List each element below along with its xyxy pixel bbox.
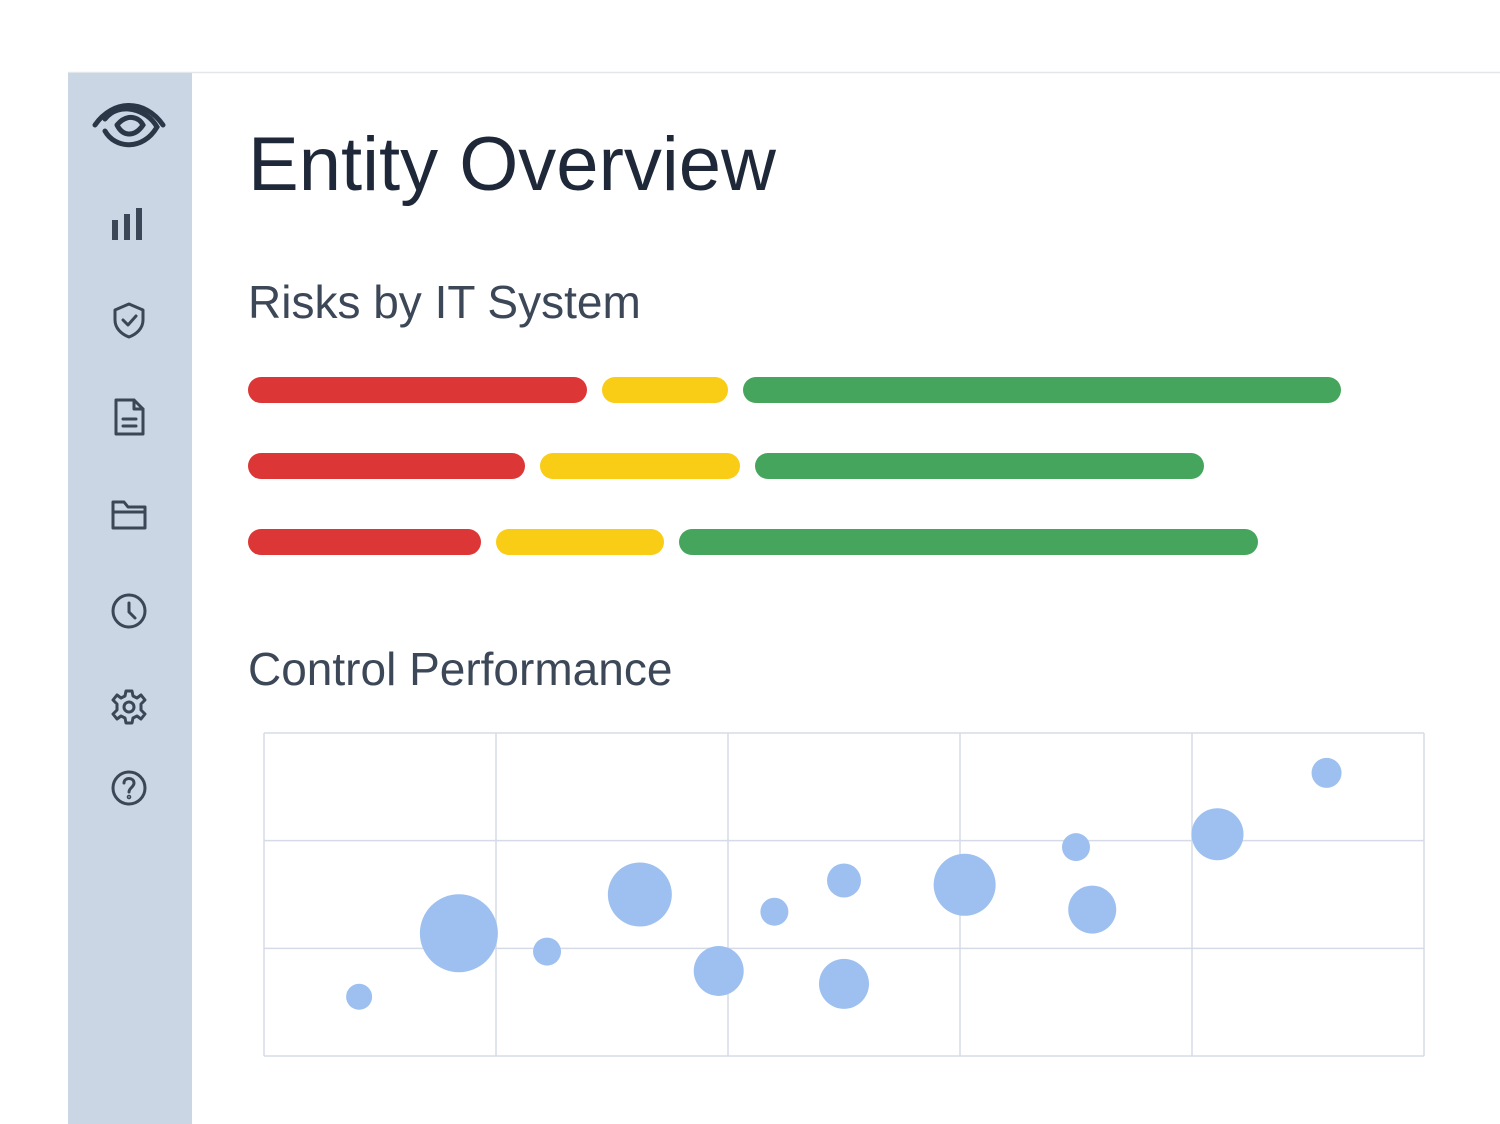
logo [92,103,166,148]
bubble [1068,885,1117,934]
risk-bar-segment [602,377,728,403]
risk-bar-segment [679,529,1258,555]
bubble [346,983,373,1010]
sidebar [68,73,192,1124]
nav-help[interactable] [111,770,147,806]
nav-folders[interactable] [111,500,147,530]
risk-bar-segment [248,377,587,403]
nav-dashboard[interactable] [112,208,142,240]
risk-bar-segment [540,453,740,479]
bubble [693,945,744,996]
risk-bar-segment [755,453,1204,479]
bubble [819,958,869,1009]
nav-risks[interactable] [113,302,145,339]
bubble [760,897,789,926]
risk-bar-segment [248,453,525,479]
risk-bar-segment [743,377,1341,403]
bubble [1062,833,1090,862]
bubble [933,853,996,916]
bubble [607,862,672,927]
bubble [419,894,498,973]
section-title: Control Performance [248,643,672,695]
bubble [533,937,562,966]
nav-history[interactable] [111,593,147,629]
page-title: Entity Overview [248,122,777,207]
risk-bar-segment [496,529,664,555]
bubble [1311,757,1342,788]
section-title: Risks by IT System [248,276,641,328]
risk-bar-segment [248,529,481,555]
bubble [1191,808,1244,861]
nav-documents[interactable] [114,398,145,436]
nav-settings[interactable] [111,689,147,725]
bubble [827,863,861,898]
